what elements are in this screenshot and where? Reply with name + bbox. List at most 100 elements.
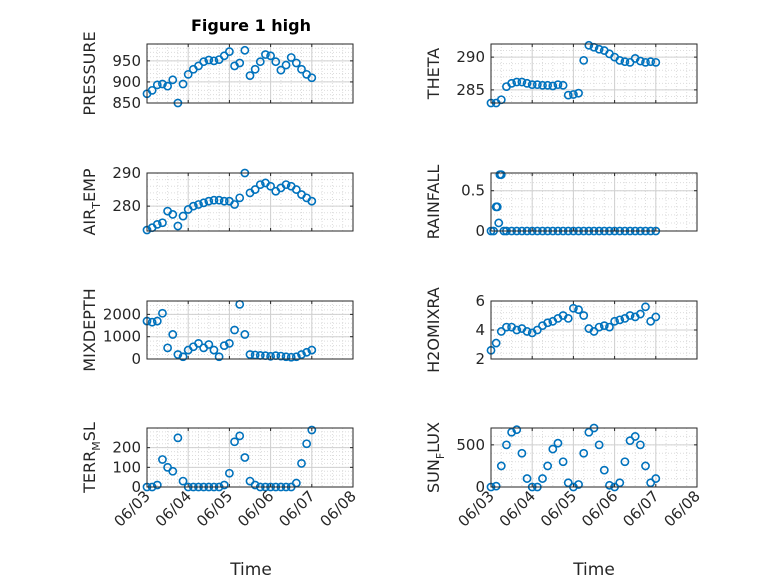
data-point [183, 69, 193, 79]
y-axis-label: PRESSURE [80, 31, 99, 115]
data-point [152, 316, 162, 326]
data-point [635, 309, 645, 319]
data-point [250, 64, 260, 74]
data-point [579, 311, 589, 320]
series-pressure [142, 45, 317, 108]
y-tick-label: 950 [112, 52, 141, 70]
data-point [199, 57, 209, 67]
data-point [307, 73, 317, 83]
data-point [646, 316, 656, 326]
data-point [152, 480, 162, 490]
data-point [569, 303, 578, 313]
data-point [605, 322, 614, 332]
data-point [620, 457, 630, 467]
y-tick-label: 290 [112, 164, 141, 182]
y-tick-label: 0 [131, 350, 141, 368]
data-point [569, 90, 578, 99]
data-point [291, 352, 301, 362]
data-point [204, 55, 214, 65]
y-axis-label: AIRTEMP [80, 168, 103, 235]
data-point [230, 437, 239, 447]
axes-box [146, 427, 354, 488]
data-point [302, 347, 312, 357]
data-point [558, 457, 568, 467]
data-point [276, 65, 286, 75]
data-point [281, 180, 291, 189]
data-point [297, 458, 306, 468]
data-point [230, 200, 239, 209]
axes-box [490, 172, 698, 232]
data-point [276, 351, 286, 361]
y-tick-label: 290 [456, 48, 485, 66]
plot-area [491, 44, 697, 103]
data-point [646, 478, 656, 488]
data-point [651, 312, 661, 322]
data-point [512, 325, 522, 335]
data-point [625, 311, 635, 320]
subplot-rainfall: 0 0.5 RAINFALL [424, 165, 698, 240]
y-tick-label: 1000 [103, 328, 141, 346]
data-point [641, 57, 650, 67]
data-point [297, 350, 306, 359]
data-point [178, 352, 188, 362]
data-point [281, 352, 291, 362]
data-point [538, 474, 547, 483]
data-point [219, 196, 229, 206]
data-point [168, 330, 178, 339]
data-point [209, 56, 219, 66]
data-point [230, 325, 239, 335]
data-point [563, 478, 573, 488]
series-theta [486, 40, 661, 108]
data-point [219, 341, 229, 351]
data-point [173, 433, 183, 443]
data-point [147, 85, 157, 95]
data-point [517, 77, 527, 87]
data-point [563, 313, 573, 323]
data-point [589, 327, 599, 336]
data-point [502, 440, 511, 450]
data-point [168, 75, 178, 85]
data-point [297, 64, 306, 74]
data-point [158, 79, 167, 89]
data-point [194, 338, 203, 348]
y-tick-label: 900 [112, 73, 141, 91]
data-point [219, 480, 229, 490]
data-point [635, 440, 645, 450]
data-point [199, 198, 209, 208]
data-point [646, 57, 656, 67]
y-tick-label: 0 [131, 478, 141, 496]
data-point [512, 77, 522, 87]
data-point [615, 55, 625, 65]
y-axis-label: RAINFALL [424, 165, 443, 240]
data-point [266, 51, 275, 61]
data-point [615, 315, 625, 325]
data-point [625, 436, 635, 446]
data-point [178, 211, 188, 221]
data-point [543, 318, 553, 328]
data-point [152, 219, 162, 229]
data-point [492, 202, 502, 212]
data-point [496, 170, 506, 180]
data-point [178, 476, 188, 486]
plot-area [491, 173, 697, 231]
data-point [574, 88, 583, 98]
data-point [605, 480, 614, 490]
data-point [235, 431, 245, 441]
data-point [630, 432, 640, 441]
data-point [610, 316, 619, 326]
data-point [240, 330, 250, 339]
data-point [594, 44, 604, 54]
data-point [491, 338, 501, 348]
data-point [302, 439, 312, 449]
data-point [641, 461, 650, 471]
data-point [532, 325, 542, 335]
y-tick-label: 2000 [103, 305, 141, 323]
data-point [168, 466, 178, 476]
y-tick-label: 285 [456, 81, 485, 99]
data-point [266, 181, 275, 191]
data-point [594, 322, 604, 332]
data-point [496, 461, 506, 471]
data-point [579, 448, 589, 458]
